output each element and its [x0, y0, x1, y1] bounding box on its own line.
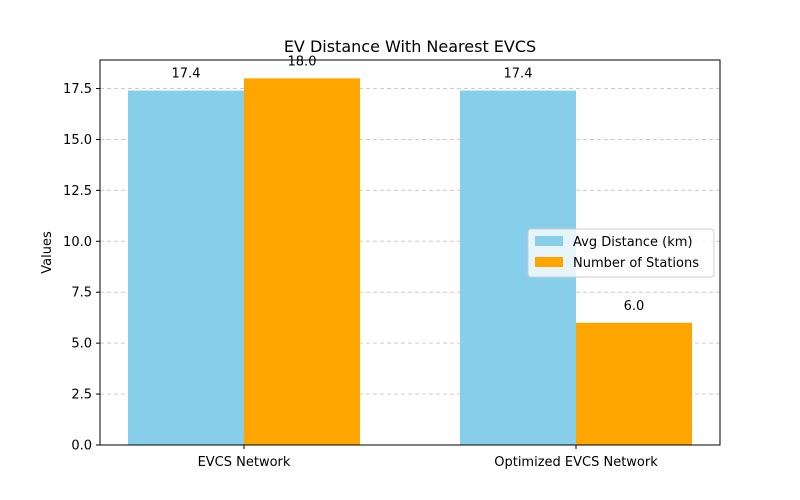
legend-swatch — [535, 257, 563, 267]
plot-frame — [99, 59, 721, 446]
bar-value-label: 18.0 — [288, 54, 317, 69]
data-labels: 17.4 18.0 17.4 6.0 — [172, 54, 645, 313]
legend-box — [527, 228, 715, 278]
legend-label: Number of Stations — [573, 256, 699, 271]
y-tick-label: 2.5 — [71, 388, 92, 403]
y-tick-label: 17.5 — [63, 82, 92, 97]
y-tick-label: 7.5 — [71, 286, 92, 301]
x-tick-label: EVCS Network — [198, 455, 291, 470]
y-tick-label: 0.0 — [71, 439, 92, 454]
y-tick-label: 5.0 — [71, 337, 92, 352]
x-tick-label: Optimized EVCS Network — [494, 455, 658, 470]
y-axis-label: Values — [40, 231, 55, 274]
y-tick-label: 12.5 — [63, 184, 92, 199]
bar-num-stations — [576, 322, 692, 445]
bar-avg-distance — [128, 90, 244, 446]
bar-value-label: 17.4 — [172, 67, 201, 82]
chart-title: EV Distance With Nearest EVCS — [284, 37, 536, 56]
x-axis-ticks: EVCS Network Optimized EVCS Network — [198, 445, 658, 470]
bar-value-label: 17.4 — [504, 67, 533, 82]
y-tick-label: 10.0 — [63, 235, 92, 250]
bar-value-label: 6.0 — [624, 299, 645, 314]
legend-label: Avg Distance (km) — [573, 235, 693, 250]
legend: Avg Distance (km) Number of Stations — [527, 228, 715, 278]
y-tick-label: 15.0 — [63, 133, 92, 148]
y-axis-ticks: 0.0 2.5 5.0 7.5 10.0 12.5 15.0 17.5 — [63, 82, 100, 454]
legend-swatch — [535, 236, 563, 246]
bar-num-stations — [244, 78, 360, 445]
